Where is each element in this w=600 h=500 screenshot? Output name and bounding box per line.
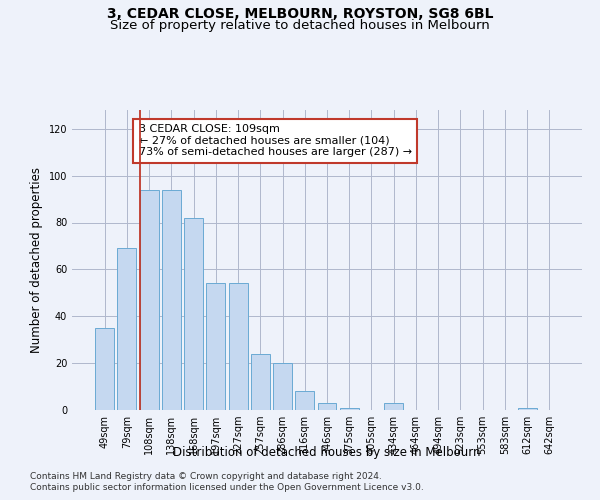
- Bar: [229, 284, 248, 410]
- Bar: [118, 248, 136, 410]
- Text: 3, CEDAR CLOSE, MELBOURN, ROYSTON, SG8 6BL: 3, CEDAR CLOSE, MELBOURN, ROYSTON, SG8 6…: [107, 8, 493, 22]
- Text: Distribution of detached houses by size in Melbourn: Distribution of detached houses by size …: [173, 446, 481, 459]
- Text: Contains public sector information licensed under the Open Government Licence v3: Contains public sector information licen…: [30, 484, 424, 492]
- Bar: [317, 403, 337, 410]
- Bar: [273, 363, 292, 410]
- Bar: [340, 408, 359, 410]
- Bar: [95, 328, 114, 410]
- Bar: [140, 190, 158, 410]
- Bar: [518, 408, 536, 410]
- Y-axis label: Number of detached properties: Number of detached properties: [30, 167, 43, 353]
- Bar: [251, 354, 270, 410]
- Bar: [384, 403, 403, 410]
- Text: Size of property relative to detached houses in Melbourn: Size of property relative to detached ho…: [110, 19, 490, 32]
- Bar: [162, 190, 181, 410]
- Text: Contains HM Land Registry data © Crown copyright and database right 2024.: Contains HM Land Registry data © Crown c…: [30, 472, 382, 481]
- Bar: [184, 218, 203, 410]
- Bar: [295, 391, 314, 410]
- Text: 3 CEDAR CLOSE: 109sqm
← 27% of detached houses are smaller (104)
73% of semi-det: 3 CEDAR CLOSE: 109sqm ← 27% of detached …: [139, 124, 412, 158]
- Bar: [206, 284, 225, 410]
